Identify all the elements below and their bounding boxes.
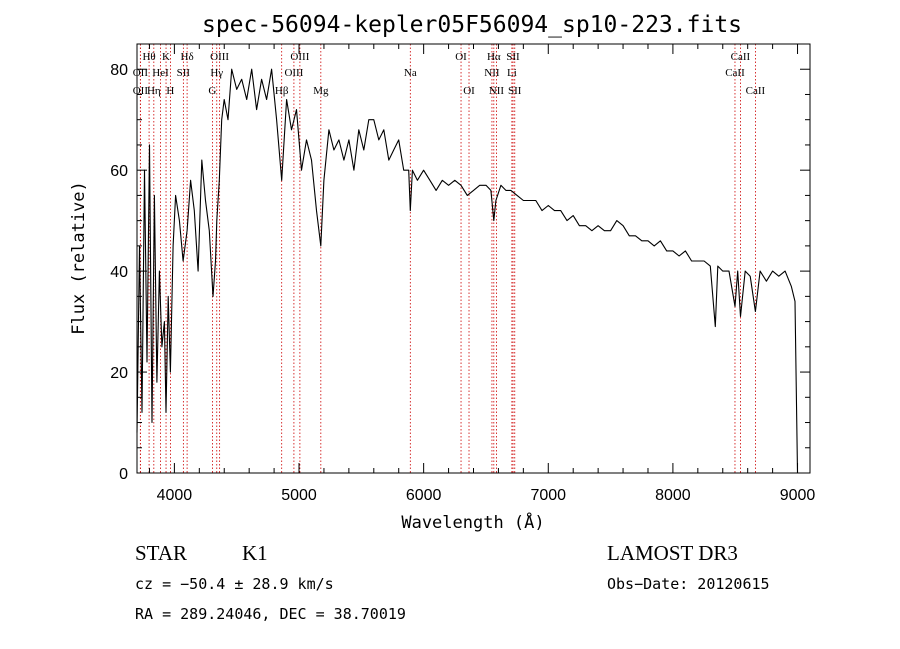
spectral-line-label: Hδ [181,51,194,63]
spectral-line-label: Hβ [275,85,289,97]
spectral-line-label: SII [177,67,191,79]
spectral-line-label: CaII [731,51,751,63]
spectral-line-markers [139,44,756,473]
spectral-line-label: G [208,85,216,97]
y-tick-label: 0 [119,466,128,483]
spectral-line-label: OII [133,85,149,97]
spectral-line-label: Li [507,67,517,79]
spectral-line-label: OI [455,51,467,63]
spectral-line-label: Na [404,67,417,79]
spectral-line-label: OIII [284,67,303,79]
spectral-line-label: K [162,51,170,63]
y-tick-label: 60 [110,163,128,180]
object-subclass: K1 [242,541,268,565]
spectral-line-label: CaII [746,85,766,97]
spectral-line-label: HeI [152,67,169,79]
spectral-line-label: OIII [290,51,309,63]
chart-title: spec-56094-kepler05F56094_sp10-223.fits [202,12,742,38]
spectral-line-label: OII [133,67,149,79]
axis-ticks: 4000 5000 6000 7000 8000 9000 0 20 40 60 80 [110,43,816,504]
x-axis-label: Wavelength (Å) [401,511,544,533]
plot-frame [136,43,811,474]
x-tick-label: 7000 [530,487,566,504]
spectral-line-label: SII [508,85,522,97]
spectral-line-label: NII [484,67,500,79]
observation-date: Obs−Date: 20120615 [607,575,770,593]
spectral-line-label: Mg [313,85,329,97]
x-tick-label: 9000 [780,487,816,504]
spectral-line-label: OI [463,85,475,97]
coordinates-readout: RA = 289.24046, DEC = 38.70019 [135,605,406,623]
survey-name: LAMOST DR3 [607,541,738,565]
x-tick-label: 4000 [157,487,193,504]
spectral-line-label: CaII [725,67,745,79]
series-layer [136,68,799,474]
x-tick-label: 6000 [406,487,442,504]
y-tick-label: 80 [110,62,128,79]
spectral-line-label: SII [506,51,520,63]
spectral-line-label: NII [489,85,505,97]
y-axis-label: Flux (relative) [69,181,89,335]
x-tick-label: 5000 [281,487,317,504]
x-tick-label: 8000 [655,487,691,504]
y-tick-label: 20 [110,365,128,382]
spectral-line-label: Hθ [142,51,155,63]
spectrum-line [136,68,799,474]
spectral-line-label: Hγ [210,67,223,79]
redshift-readout: cz = −50.4 ± 28.9 km/s [135,575,334,593]
spectral-line-label: OIII [210,51,229,63]
spectral-line-label: H [166,85,174,97]
spectral-line-label: Hη [147,85,161,97]
spectral-line-label: Hα [487,51,501,63]
y-tick-label: 40 [110,264,128,281]
object-class: STAR [135,541,187,565]
